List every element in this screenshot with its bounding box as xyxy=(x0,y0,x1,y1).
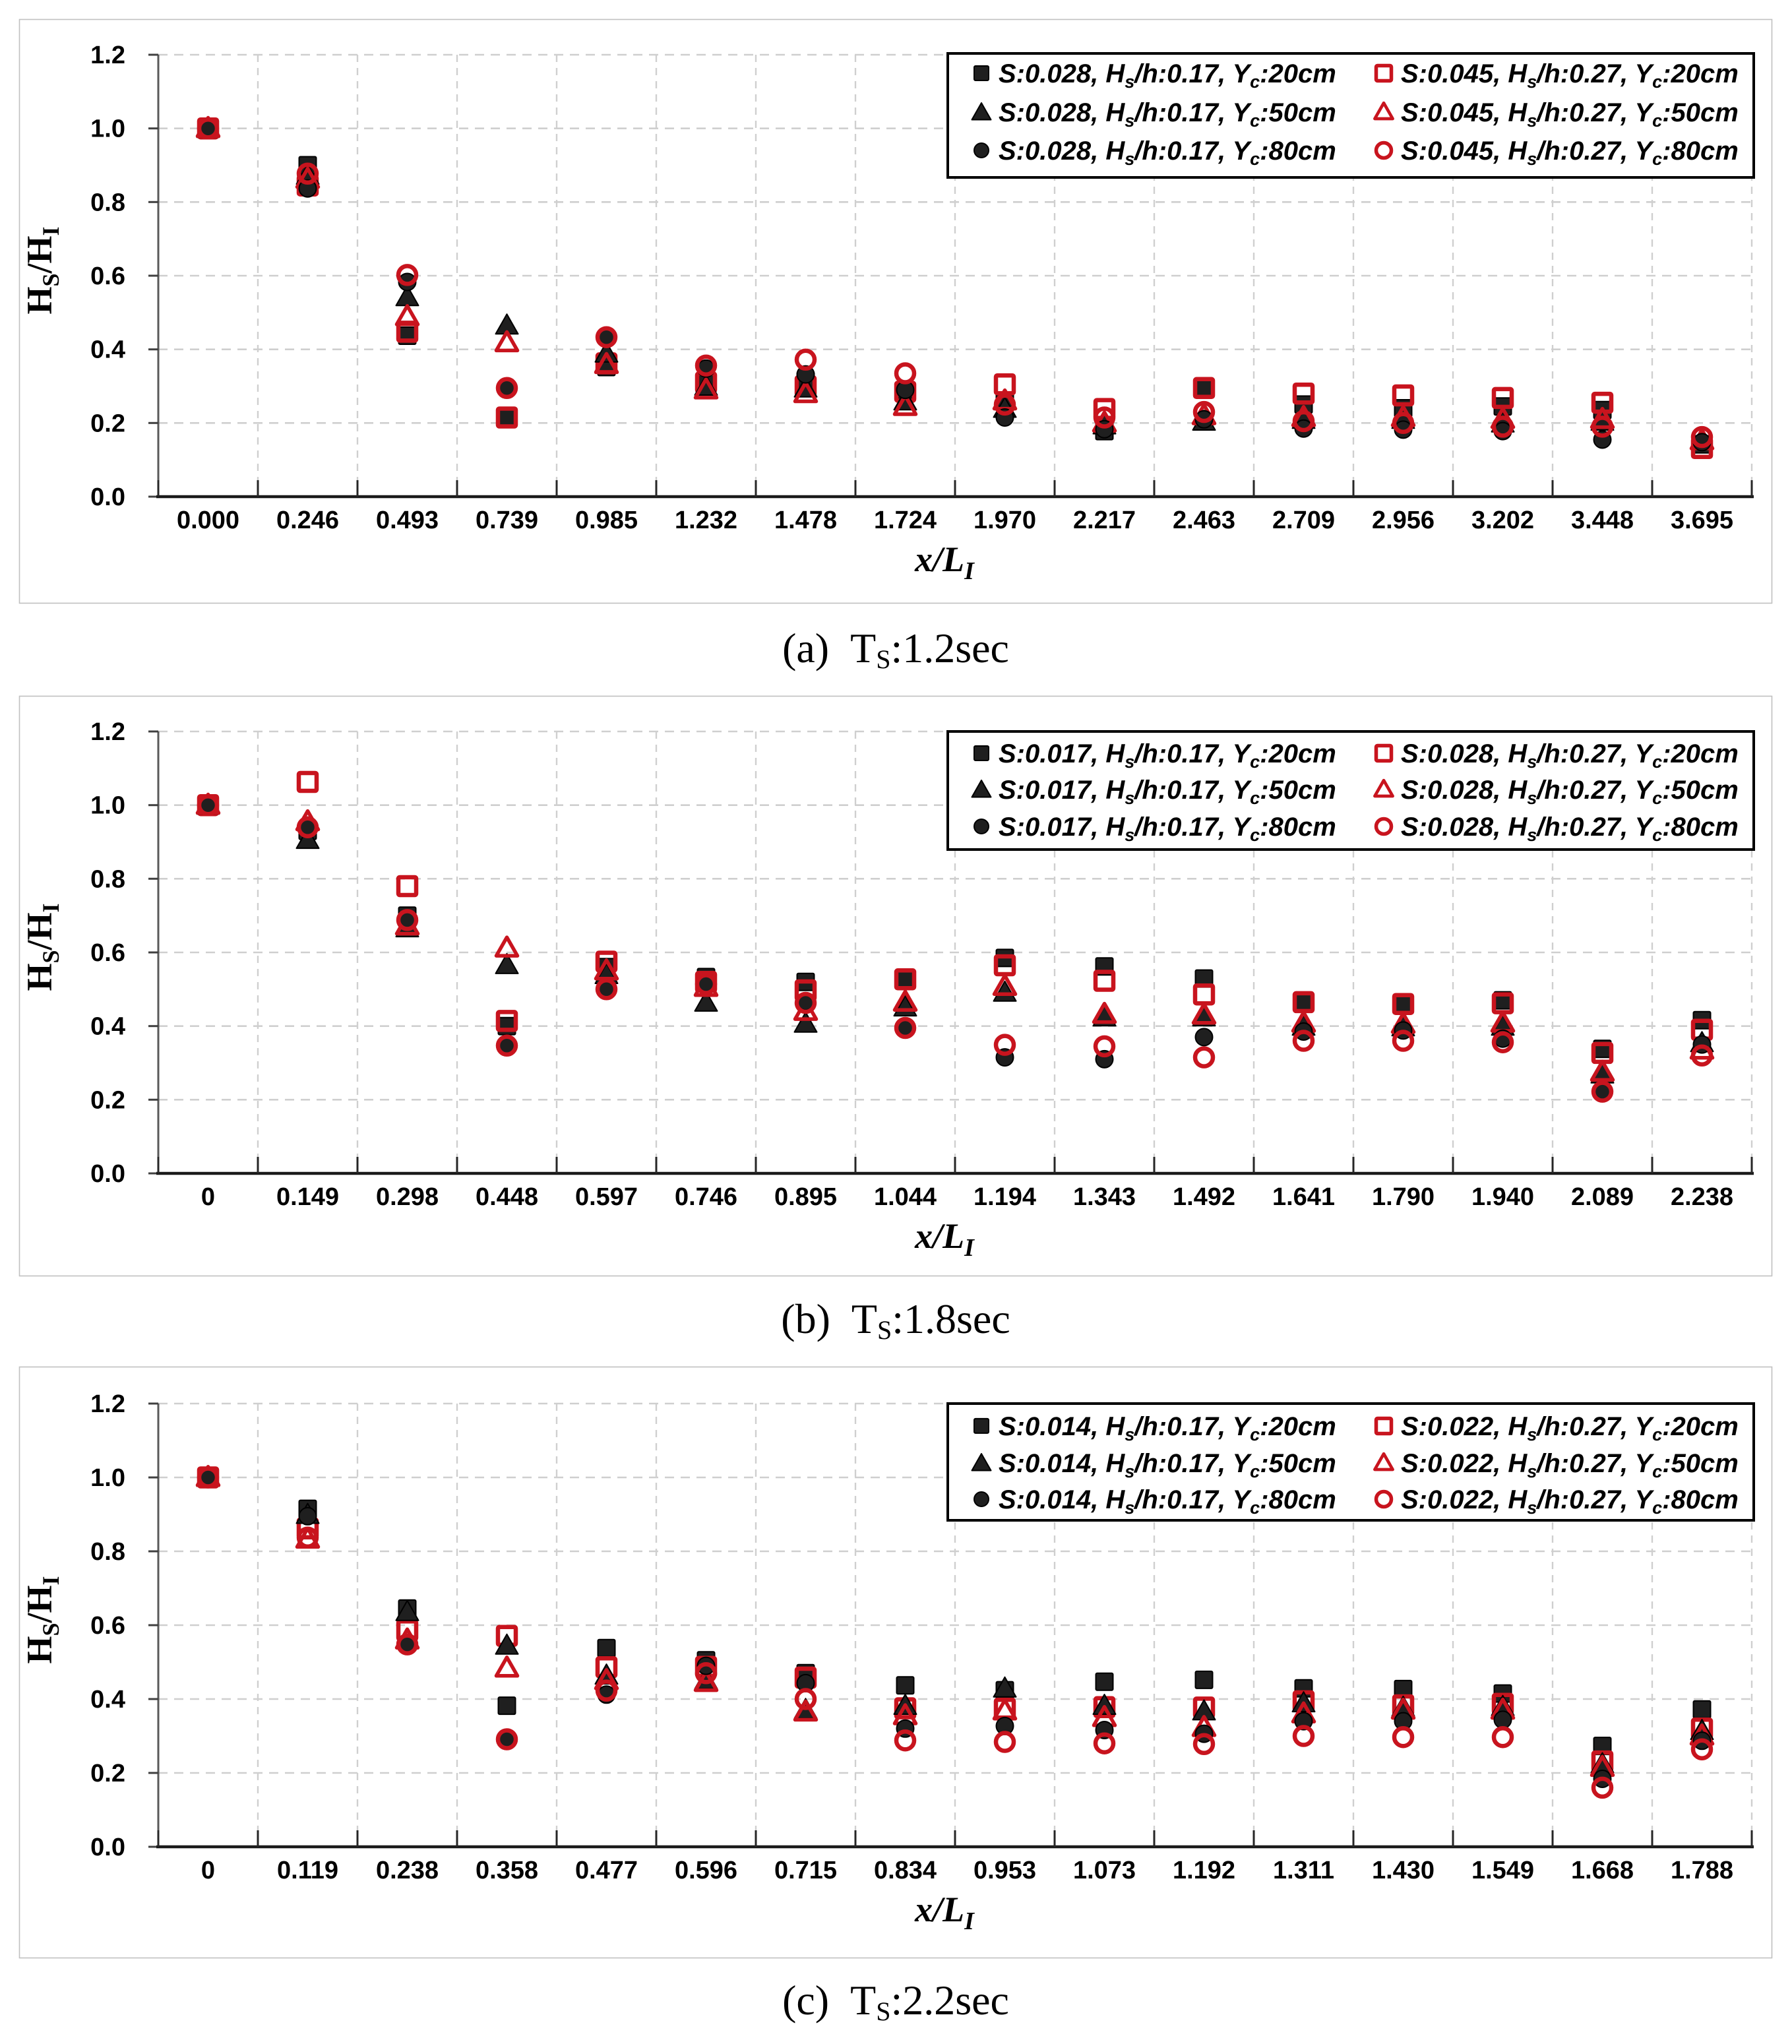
svg-text:(a) TS:1.2sec: (a) TS:1.2sec xyxy=(782,625,1009,674)
svg-text:S:0.022, Hs/h:0.27, Yc:50cm: S:0.022, Hs/h:0.27, Yc:50cm xyxy=(1401,1449,1739,1481)
svg-text:0.834: 0.834 xyxy=(874,1857,937,1884)
svg-text:1.549: 1.549 xyxy=(1471,1857,1534,1884)
svg-text:1.232: 1.232 xyxy=(675,507,737,534)
svg-text:1.2: 1.2 xyxy=(90,42,125,69)
svg-text:0.597: 0.597 xyxy=(575,1183,638,1211)
svg-text:0.953: 0.953 xyxy=(973,1857,1036,1884)
svg-text:1.430: 1.430 xyxy=(1372,1857,1435,1884)
svg-text:0.493: 0.493 xyxy=(376,507,439,534)
svg-text:0.746: 0.746 xyxy=(675,1183,737,1211)
svg-text:0.596: 0.596 xyxy=(675,1857,737,1884)
svg-text:S:0.028, Hs/h:0.17, Yc:20cm: S:0.028, Hs/h:0.17, Yc:20cm xyxy=(999,59,1336,92)
svg-text:0.8: 0.8 xyxy=(90,865,125,893)
svg-text:2.463: 2.463 xyxy=(1173,507,1235,534)
svg-text:S:0.017, Hs/h:0.17, Yc:50cm: S:0.017, Hs/h:0.17, Yc:50cm xyxy=(999,776,1336,808)
svg-text:S:0.028, Hs/h:0.27, Yc:20cm: S:0.028, Hs/h:0.27, Yc:20cm xyxy=(1401,739,1739,772)
svg-text:0.4: 0.4 xyxy=(90,1686,125,1714)
svg-text:1.478: 1.478 xyxy=(774,507,837,534)
svg-text:1.0: 1.0 xyxy=(90,1464,125,1492)
svg-text:1.192: 1.192 xyxy=(1173,1857,1235,1884)
svg-text:0.2: 0.2 xyxy=(90,410,125,437)
svg-text:2.238: 2.238 xyxy=(1671,1183,1733,1211)
svg-text:S:0.028, Hs/h:0.17, Yc:50cm: S:0.028, Hs/h:0.17, Yc:50cm xyxy=(999,98,1336,131)
svg-text:0.8: 0.8 xyxy=(90,189,125,216)
svg-text:S:0.028, Hs/h:0.27, Yc:80cm: S:0.028, Hs/h:0.27, Yc:80cm xyxy=(1401,813,1739,845)
svg-text:3.695: 3.695 xyxy=(1671,507,1733,534)
svg-text:(c) TS:2.2sec: (c) TS:2.2sec xyxy=(782,1977,1009,2026)
svg-text:2.089: 2.089 xyxy=(1571,1183,1634,1211)
svg-text:0: 0 xyxy=(201,1857,215,1884)
svg-text:1.641: 1.641 xyxy=(1272,1183,1335,1211)
svg-text:1.343: 1.343 xyxy=(1073,1183,1136,1211)
svg-text:0.2: 0.2 xyxy=(90,1760,125,1787)
svg-text:2.217: 2.217 xyxy=(1073,507,1136,534)
svg-text:HS/HI: HS/HI xyxy=(20,903,64,991)
svg-text:0.4: 0.4 xyxy=(90,336,125,364)
svg-text:0.448: 0.448 xyxy=(476,1183,538,1211)
svg-text:0.895: 0.895 xyxy=(774,1183,837,1211)
svg-text:0: 0 xyxy=(201,1183,215,1211)
svg-text:0.6: 0.6 xyxy=(90,939,125,967)
svg-text:0.4: 0.4 xyxy=(90,1013,125,1041)
svg-text:S:0.017, Hs/h:0.17, Yc:80cm: S:0.017, Hs/h:0.17, Yc:80cm xyxy=(999,813,1336,845)
svg-text:S:0.014, Hs/h:0.17, Yc:50cm: S:0.014, Hs/h:0.17, Yc:50cm xyxy=(999,1449,1336,1481)
svg-text:1.2: 1.2 xyxy=(90,1390,125,1418)
svg-text:1.0: 1.0 xyxy=(90,792,125,820)
svg-text:0.477: 0.477 xyxy=(575,1857,638,1884)
svg-text:S:0.022, Hs/h:0.27, Yc:80cm: S:0.022, Hs/h:0.27, Yc:80cm xyxy=(1401,1485,1739,1518)
svg-text:0.358: 0.358 xyxy=(476,1857,538,1884)
svg-text:S:0.028, Hs/h:0.17, Yc:80cm: S:0.028, Hs/h:0.17, Yc:80cm xyxy=(999,137,1336,169)
svg-text:0.000: 0.000 xyxy=(177,507,239,534)
svg-text:S:0.028, Hs/h:0.27, Yc:50cm: S:0.028, Hs/h:0.27, Yc:50cm xyxy=(1401,776,1739,808)
svg-text:0.2: 0.2 xyxy=(90,1086,125,1114)
svg-text:1.940: 1.940 xyxy=(1471,1183,1534,1211)
svg-text:1.0: 1.0 xyxy=(90,115,125,143)
svg-text:S:0.014, Hs/h:0.17, Yc:20cm: S:0.014, Hs/h:0.17, Yc:20cm xyxy=(999,1412,1336,1444)
svg-text:1.724: 1.724 xyxy=(874,507,937,534)
svg-text:0.8: 0.8 xyxy=(90,1538,125,1566)
svg-text:S:0.045, Hs/h:0.27, Yc:80cm: S:0.045, Hs/h:0.27, Yc:80cm xyxy=(1401,137,1739,169)
svg-text:2.956: 2.956 xyxy=(1372,507,1435,534)
svg-text:1.2: 1.2 xyxy=(90,718,125,746)
svg-text:1.970: 1.970 xyxy=(973,507,1036,534)
svg-text:(b) TS:1.8sec: (b) TS:1.8sec xyxy=(781,1295,1010,1345)
svg-text:S:0.014, Hs/h:0.17, Yc:80cm: S:0.014, Hs/h:0.17, Yc:80cm xyxy=(999,1485,1336,1518)
svg-text:S:0.045, Hs/h:0.27, Yc:50cm: S:0.045, Hs/h:0.27, Yc:50cm xyxy=(1401,98,1739,131)
svg-text:0.298: 0.298 xyxy=(376,1183,439,1211)
svg-text:1.073: 1.073 xyxy=(1073,1857,1136,1884)
svg-text:0.119: 0.119 xyxy=(277,1857,338,1884)
svg-text:0.149: 0.149 xyxy=(276,1183,339,1211)
svg-text:S:0.022, Hs/h:0.27, Yc:20cm: S:0.022, Hs/h:0.27, Yc:20cm xyxy=(1401,1412,1739,1444)
svg-text:0.238: 0.238 xyxy=(376,1857,439,1884)
svg-text:1.044: 1.044 xyxy=(874,1183,937,1211)
svg-text:0.985: 0.985 xyxy=(575,507,638,534)
svg-text:1.194: 1.194 xyxy=(973,1183,1036,1211)
svg-text:0.6: 0.6 xyxy=(90,263,125,290)
svg-text:HS/HI: HS/HI xyxy=(20,226,64,314)
svg-text:0.0: 0.0 xyxy=(90,483,125,511)
svg-text:1.492: 1.492 xyxy=(1173,1183,1235,1211)
svg-text:0.246: 0.246 xyxy=(276,507,339,534)
svg-text:1.788: 1.788 xyxy=(1671,1857,1733,1884)
svg-text:3.202: 3.202 xyxy=(1471,507,1534,534)
svg-text:HS/HI: HS/HI xyxy=(20,1576,64,1663)
svg-text:3.448: 3.448 xyxy=(1571,507,1634,534)
svg-text:1.790: 1.790 xyxy=(1372,1183,1435,1211)
svg-text:0.6: 0.6 xyxy=(90,1612,125,1640)
svg-text:S:0.017, Hs/h:0.17, Yc:20cm: S:0.017, Hs/h:0.17, Yc:20cm xyxy=(999,739,1336,772)
svg-text:S:0.045, Hs/h:0.27, Yc:20cm: S:0.045, Hs/h:0.27, Yc:20cm xyxy=(1401,59,1739,92)
svg-text:1.311: 1.311 xyxy=(1273,1857,1334,1884)
svg-text:0.739: 0.739 xyxy=(476,507,538,534)
svg-text:2.709: 2.709 xyxy=(1272,507,1335,534)
svg-text:0.0: 0.0 xyxy=(90,1834,125,1861)
svg-text:0.715: 0.715 xyxy=(774,1857,837,1884)
svg-text:1.668: 1.668 xyxy=(1571,1857,1634,1884)
svg-text:0.0: 0.0 xyxy=(90,1160,125,1188)
